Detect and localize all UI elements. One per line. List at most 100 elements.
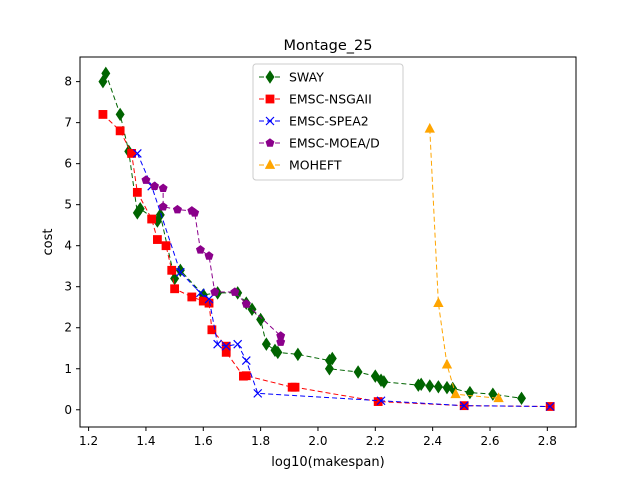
legend-label: EMSC-NSGAII (289, 92, 372, 107)
data-point (207, 325, 217, 335)
data-point (101, 66, 111, 81)
data-point (221, 347, 231, 357)
legend-marker (265, 138, 275, 147)
data-point (115, 126, 125, 136)
data-point (221, 341, 231, 351)
series-2 (132, 148, 555, 411)
data-point (442, 380, 452, 395)
data-point (132, 187, 142, 197)
data-point (425, 379, 435, 393)
data-point (488, 387, 498, 401)
data-point (204, 298, 214, 308)
legend-marker (265, 116, 275, 126)
x-tick-label: 1.4 (136, 434, 155, 448)
y-axis-label: cost (41, 229, 56, 256)
data-point (241, 299, 251, 308)
data-point (173, 204, 182, 214)
legend-label: EMSC-MOEA/D (289, 136, 380, 151)
data-point (253, 388, 263, 398)
legend-item: MOHEFT (259, 158, 342, 173)
data-point (161, 241, 171, 251)
x-tick-label: 2.0 (308, 434, 327, 448)
series-3 (141, 175, 286, 346)
legend-label: MOHEFT (289, 158, 342, 173)
data-point (450, 388, 461, 399)
data-point (493, 392, 504, 403)
data-point (190, 208, 200, 217)
series-line (429, 128, 499, 399)
data-point (170, 284, 180, 294)
x-tick-label: 2.2 (366, 434, 385, 448)
data-point (153, 235, 162, 244)
data-point (158, 183, 168, 193)
y-tick-label: 7 (64, 116, 72, 130)
data-point (115, 107, 125, 122)
x-tick-label: 2.8 (538, 434, 557, 448)
legend-marker (264, 159, 276, 169)
data-point (324, 362, 334, 376)
data-point (241, 371, 251, 381)
legend-marker (265, 94, 275, 104)
data-point (273, 345, 283, 360)
y-tick-label: 4 (64, 239, 72, 253)
x-tick-label: 2.4 (423, 434, 442, 448)
data-point (141, 175, 151, 184)
data-point (213, 339, 223, 349)
y-tick-label: 5 (64, 198, 72, 212)
legend-item: EMSC-SPEA2 (259, 114, 369, 129)
x-tick-label: 1.8 (251, 434, 270, 448)
data-point (459, 401, 469, 411)
data-point (210, 287, 220, 296)
x-axis-label: log10(makespan) (271, 455, 384, 470)
data-point (204, 294, 214, 304)
data-point (433, 297, 444, 308)
data-point (376, 396, 386, 406)
y-tick-label: 2 (64, 321, 72, 335)
legend-label: EMSC-SPEA2 (289, 114, 369, 129)
data-point (256, 312, 266, 327)
data-point (204, 251, 214, 260)
legend: SWAY EMSC-NSGAII EMSC-SPEA2 EMSC-MOEA/D MOHE… (252, 63, 404, 181)
data-point (187, 292, 197, 302)
data-point (465, 385, 475, 400)
data-point (261, 337, 271, 351)
data-point (158, 202, 168, 211)
data-point (135, 202, 145, 216)
data-point (293, 347, 303, 362)
data-point (416, 377, 426, 392)
legend-marker (265, 70, 275, 84)
data-point (424, 122, 435, 133)
data-point (147, 214, 157, 224)
data-point (353, 365, 363, 379)
data-point (241, 356, 251, 365)
data-point (175, 267, 185, 277)
axes-frame (79, 56, 577, 428)
data-point (167, 265, 177, 275)
data-point (276, 337, 286, 346)
data-point (433, 380, 443, 394)
data-point (127, 148, 137, 158)
y-tick-label: 3 (64, 280, 72, 294)
data-point (195, 245, 205, 254)
x-axis: 1.2 1.4 1.6 1.8 2.0 2.2 2.4 2.6 2.8 (79, 427, 557, 448)
y-tick-label: 1 (64, 362, 72, 376)
series-line (136, 153, 551, 407)
y-tick-label: 6 (64, 157, 72, 171)
data-point (233, 339, 243, 349)
legend-label: SWAY (289, 70, 324, 85)
legend-item: EMSC-MOEA/D (259, 136, 380, 151)
data-point (545, 402, 555, 411)
data-point (98, 110, 108, 119)
data-point (517, 391, 527, 406)
data-point (195, 288, 205, 298)
data-point (150, 181, 160, 191)
data-point (132, 148, 142, 158)
data-point (230, 287, 240, 296)
y-tick-label: 8 (64, 75, 72, 89)
series-0 (98, 66, 527, 406)
y-tick-label: 0 (64, 403, 72, 417)
y-axis: 0 1 2 3 4 5 6 7 8 (64, 75, 80, 417)
plot-area (98, 66, 555, 411)
data-point (327, 351, 337, 366)
